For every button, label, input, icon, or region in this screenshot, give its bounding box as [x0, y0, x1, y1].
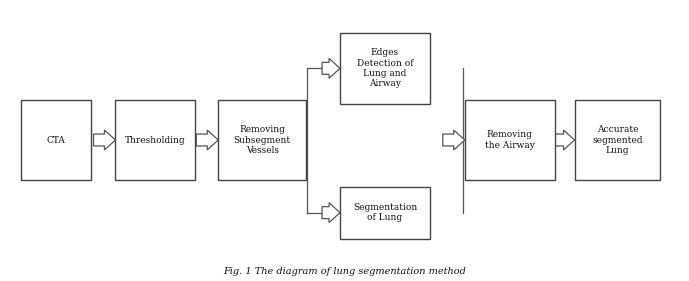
Text: Removing
the Airway: Removing the Airway — [485, 130, 535, 150]
Bar — [21, 100, 90, 180]
Text: Removing
Subsegment
Vessels: Removing Subsegment Vessels — [234, 125, 291, 155]
Text: Segmentation
of Lung: Segmentation of Lung — [353, 203, 417, 222]
Text: Fig. 1 The diagram of lung segmentation method: Fig. 1 The diagram of lung segmentation … — [223, 267, 466, 276]
Polygon shape — [443, 130, 465, 150]
Text: CTA: CTA — [46, 135, 65, 144]
Bar — [340, 187, 430, 239]
Polygon shape — [322, 58, 340, 78]
Bar — [218, 100, 306, 180]
Polygon shape — [196, 130, 218, 150]
Polygon shape — [553, 130, 575, 150]
Polygon shape — [322, 203, 340, 223]
Polygon shape — [94, 130, 116, 150]
Bar — [116, 100, 195, 180]
Bar — [340, 33, 430, 104]
Bar — [465, 100, 555, 180]
Bar — [575, 100, 660, 180]
Text: Edges
Detection of
Lung and
Airway: Edges Detection of Lung and Airway — [357, 48, 413, 89]
Text: Accurate
segmented
Lung: Accurate segmented Lung — [593, 125, 643, 155]
Text: Thresholding: Thresholding — [125, 135, 186, 144]
